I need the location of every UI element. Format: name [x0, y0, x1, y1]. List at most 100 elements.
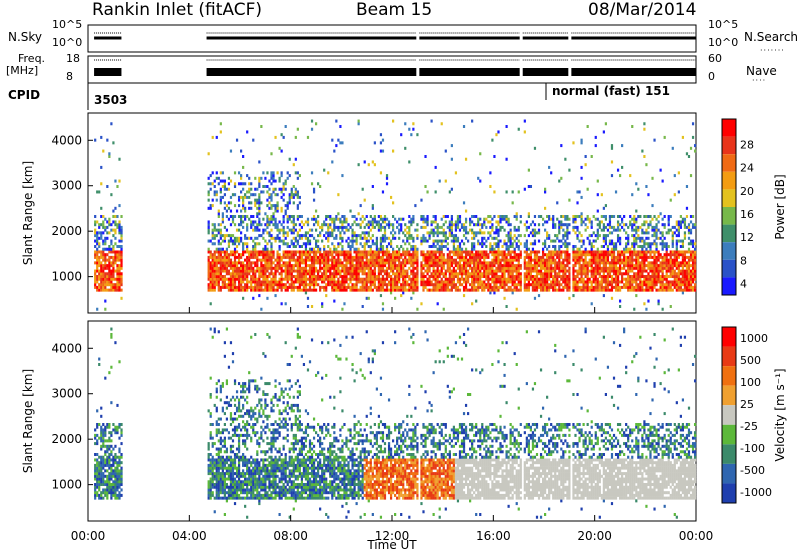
heatmap-cell — [302, 250, 306, 254]
heatmap-cell — [444, 220, 447, 224]
heatmap-cell — [260, 258, 263, 262]
heatmap-cell — [213, 193, 216, 197]
heatmap-cell — [361, 272, 364, 276]
heatmap-cell — [274, 206, 277, 210]
heatmap-cell — [385, 174, 389, 178]
heatmap-cell — [327, 277, 330, 281]
heatmap-cell — [539, 255, 543, 259]
heatmap-cell — [485, 277, 488, 281]
heatmap-cell — [592, 266, 595, 270]
heatmap-cell — [207, 255, 210, 259]
heatmap-cell — [471, 302, 474, 306]
heatmap-cell — [580, 275, 583, 278]
heatmap-cell — [440, 277, 443, 281]
heatmap-cell — [264, 261, 267, 265]
heatmap-cell — [412, 266, 415, 270]
heatmap-cell — [312, 236, 316, 240]
heatmap-cell — [436, 239, 439, 243]
heatmap-cell — [430, 119, 433, 123]
heatmap-cell — [475, 223, 478, 227]
heatmap-cell — [284, 242, 287, 246]
heatmap-cell — [533, 264, 537, 268]
heatmap-cell — [237, 269, 241, 273]
heatmap-cell — [499, 264, 502, 268]
heatmap-cell — [375, 264, 378, 268]
heatmap-cell — [578, 239, 581, 243]
heatmap-cell — [641, 283, 644, 287]
heatmap-cell — [331, 138, 334, 142]
heatmap-cell — [270, 242, 273, 246]
heatmap-cell — [300, 277, 303, 281]
heatmap-cell — [560, 255, 563, 259]
heatmap-cell — [294, 193, 297, 197]
heatmap-cell — [444, 277, 447, 281]
heatmap-cell — [596, 231, 599, 235]
heatmap-cell — [327, 255, 330, 259]
heatmap-cell — [343, 255, 346, 259]
heatmap-cell — [572, 253, 575, 257]
heatmap-cell — [327, 266, 330, 270]
heatmap-cell — [331, 234, 334, 238]
heatmap-cell — [537, 294, 541, 298]
heatmap-cell — [653, 242, 656, 246]
heatmap-cell — [341, 250, 344, 254]
heatmap-cell — [268, 275, 271, 278]
heatmap-cell — [256, 261, 259, 265]
power-panel-frame — [87, 112, 697, 314]
heatmap-cell — [541, 285, 545, 289]
heatmap-cell — [98, 258, 101, 262]
heatmap-cell — [389, 283, 393, 287]
heatmap-cell — [483, 250, 486, 254]
heatmap-cell — [509, 231, 512, 235]
heatmap-cell — [523, 285, 526, 289]
heatmap-cell — [270, 258, 273, 262]
heatmap-cell — [363, 285, 366, 289]
heatmap-cell — [511, 280, 514, 284]
heatmap-cell — [424, 236, 427, 240]
heatmap-cell — [381, 280, 385, 284]
heatmap-cell — [442, 231, 445, 235]
heatmap-cell — [110, 288, 113, 292]
heatmap-cell — [598, 255, 601, 259]
heatmap-cell — [618, 269, 622, 273]
heatmap-cell — [606, 255, 610, 259]
heatmap-cell — [102, 269, 105, 273]
heatmap-cell — [410, 133, 413, 137]
heatmap-cell — [546, 275, 549, 278]
heatmap-cell — [209, 288, 212, 292]
heatmap-cell — [385, 223, 389, 227]
heatmap-cell — [237, 277, 241, 281]
heatmap-cell — [517, 283, 520, 287]
heatmap-cell — [217, 242, 220, 246]
heatmap-cell — [302, 253, 306, 257]
heatmap-cell — [552, 283, 555, 287]
heatmap-cell — [454, 247, 458, 251]
heatmap-cell — [485, 261, 488, 265]
heatmap-cell — [351, 285, 354, 289]
heatmap-cell — [319, 225, 322, 229]
heatmap-cell — [610, 277, 614, 281]
heatmap-cell — [487, 269, 490, 273]
heatmap-cell — [400, 269, 403, 273]
heatmap-cell — [268, 255, 271, 259]
heatmap-cell — [100, 264, 103, 268]
heatmap-cell — [556, 217, 559, 221]
heatmap-cell — [610, 160, 614, 164]
heatmap-cell — [448, 255, 451, 259]
heatmap-cell — [329, 275, 332, 278]
heatmap-cell — [631, 285, 634, 289]
heatmap-cell — [657, 250, 660, 254]
heatmap-cell — [270, 220, 273, 224]
heatmap-cell — [645, 185, 648, 188]
heatmap-cell — [578, 261, 581, 265]
heatmap-cell — [100, 231, 103, 235]
heatmap-cell — [282, 135, 285, 139]
heatmap-cell — [345, 239, 348, 243]
heatmap-cell — [294, 250, 297, 254]
heatmap-cell — [590, 242, 593, 246]
heatmap-cell — [408, 215, 411, 218]
heatmap-cell — [355, 275, 358, 278]
heatmap-cell — [351, 269, 354, 273]
heatmap-cell — [383, 225, 387, 229]
heatmap-cell — [641, 269, 644, 273]
